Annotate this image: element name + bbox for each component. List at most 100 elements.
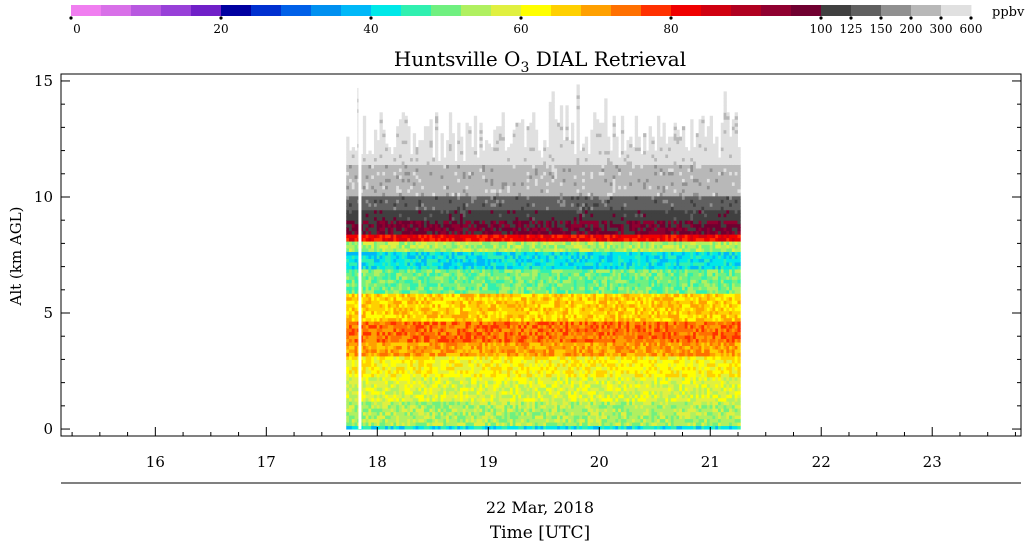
heatmap-cell	[451, 143, 455, 148]
heatmap-cell	[457, 192, 461, 197]
heatmap-cell	[432, 425, 436, 430]
heatmap-cell	[396, 331, 400, 336]
heatmap-cell	[473, 157, 478, 162]
heatmap-cell	[465, 181, 469, 186]
heatmap-cell	[385, 234, 389, 239]
heatmap-cell	[429, 282, 433, 287]
heatmap-cell	[387, 147, 392, 152]
heatmap-cell	[429, 387, 433, 392]
heatmap-cell	[407, 174, 411, 179]
heatmap-cell	[487, 348, 492, 353]
heatmap-cell	[501, 195, 505, 200]
heatmap-cell	[423, 234, 428, 239]
heatmap-cell	[462, 213, 467, 218]
heatmap-cell	[379, 161, 383, 165]
heatmap-cell	[362, 338, 367, 343]
heatmap-cell	[376, 321, 381, 326]
heatmap-cell	[487, 355, 492, 360]
heatmap-cell	[459, 223, 464, 228]
heatmap-cell	[459, 387, 464, 392]
heatmap-cell	[457, 293, 461, 298]
heatmap-cell	[393, 328, 397, 333]
heatmap-cell	[498, 289, 503, 294]
heatmap-cell	[493, 206, 497, 211]
heatmap-cell	[410, 307, 414, 312]
heatmap-cell	[448, 272, 453, 277]
heatmap-cell	[371, 328, 375, 333]
heatmap-cell	[473, 307, 478, 312]
heatmap-cell	[346, 289, 350, 294]
heatmap-cell	[415, 380, 419, 385]
heatmap-cell	[365, 154, 369, 159]
heatmap-cell	[471, 369, 475, 374]
heatmap-cell	[349, 265, 353, 270]
heatmap-cell	[482, 282, 486, 287]
heatmap-cell	[421, 411, 425, 416]
heatmap-cell	[354, 244, 358, 249]
heatmap-cell	[351, 380, 356, 385]
heatmap-cell	[496, 258, 500, 263]
heatmap-cell	[362, 209, 367, 214]
heatmap-cell	[410, 157, 414, 162]
heatmap-cell	[468, 133, 472, 138]
heatmap-cell	[398, 275, 403, 280]
heatmap-cell	[437, 230, 442, 235]
heatmap-cell	[482, 167, 486, 172]
heatmap-cell	[423, 133, 428, 138]
heatmap-cell	[393, 404, 397, 409]
heatmap-cell	[429, 418, 433, 423]
heatmap-cell	[426, 147, 430, 152]
heatmap-cell	[404, 220, 408, 225]
heatmap-cell	[404, 244, 408, 249]
heatmap-cell	[382, 394, 386, 399]
heatmap-cell	[360, 223, 364, 228]
heatmap-cell	[448, 199, 453, 204]
heatmap-cell	[382, 411, 386, 416]
heatmap-cell	[415, 202, 419, 207]
colorbar-swatch	[521, 5, 552, 16]
heatmap-cell	[501, 366, 505, 371]
heatmap-cell	[448, 213, 453, 218]
heatmap-cell	[368, 251, 372, 256]
heatmap-cell	[415, 310, 419, 315]
heatmap-cell	[487, 261, 492, 266]
heatmap-cell	[376, 303, 381, 308]
heatmap-cell	[496, 303, 500, 308]
heatmap-cell	[376, 279, 381, 284]
heatmap-cell	[415, 188, 419, 193]
heatmap-cell	[468, 161, 472, 165]
heatmap-cell	[457, 223, 461, 228]
heatmap-cell	[498, 342, 503, 346]
heatmap-cell	[404, 404, 408, 409]
heatmap-cell	[379, 192, 383, 197]
heatmap-cell	[387, 376, 392, 381]
heatmap-cell	[379, 317, 383, 322]
heatmap-cell	[429, 185, 433, 190]
heatmap-cell	[354, 422, 358, 427]
heatmap-cell	[407, 317, 411, 322]
heatmap-cell	[387, 164, 392, 169]
heatmap-cell	[404, 199, 408, 204]
heatmap-cell	[371, 237, 375, 242]
heatmap-cell	[379, 383, 383, 388]
heatmap-cell	[457, 369, 461, 374]
heatmap-cell	[443, 272, 447, 277]
heatmap-cell	[448, 383, 453, 388]
heatmap-cell	[426, 369, 430, 374]
heatmap-cell	[354, 328, 358, 333]
heatmap-cell	[471, 296, 475, 301]
heatmap-cell	[451, 164, 455, 169]
heatmap-cell	[443, 418, 447, 423]
heatmap-cell	[382, 376, 386, 381]
heatmap-cell	[476, 314, 480, 319]
heatmap-cell	[373, 195, 378, 200]
heatmap-cell	[382, 355, 386, 360]
heatmap-cell	[423, 387, 428, 392]
heatmap-cell	[471, 355, 475, 360]
heatmap-cell	[459, 230, 464, 235]
heatmap-cell	[396, 314, 400, 319]
heatmap-cell	[446, 335, 450, 340]
heatmap-cell	[471, 387, 475, 392]
heatmap-cell	[349, 355, 353, 360]
heatmap-cell	[446, 317, 450, 322]
